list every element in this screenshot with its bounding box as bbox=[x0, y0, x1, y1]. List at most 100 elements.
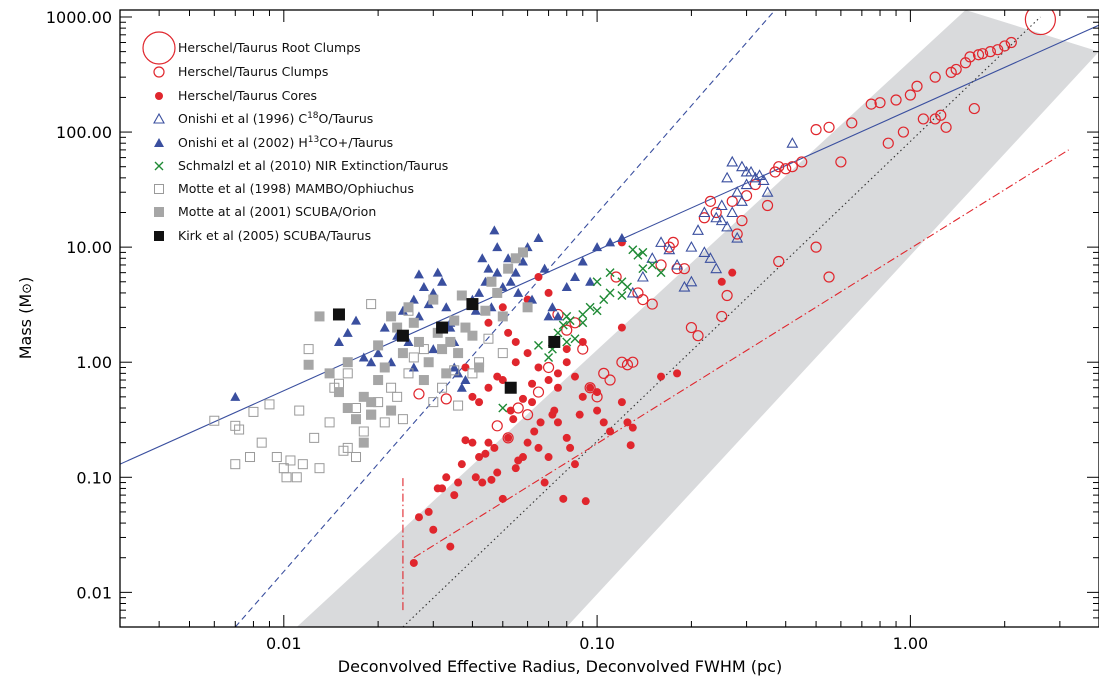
data-point bbox=[480, 305, 491, 316]
data-point bbox=[710, 211, 723, 223]
y-tick-label: 0.10 bbox=[76, 468, 112, 487]
data-point bbox=[605, 268, 615, 278]
legend-marker bbox=[154, 207, 164, 217]
data-point bbox=[810, 241, 822, 253]
data-point bbox=[457, 460, 466, 469]
data-point bbox=[548, 335, 561, 348]
data-point bbox=[663, 243, 676, 255]
data-point bbox=[773, 255, 785, 268]
data-point bbox=[478, 478, 487, 487]
data-point bbox=[598, 367, 610, 379]
series-2 bbox=[409, 238, 737, 567]
data-point bbox=[373, 340, 384, 351]
data-point bbox=[397, 348, 408, 359]
data-point bbox=[351, 315, 362, 325]
data-point bbox=[646, 298, 658, 310]
data-point bbox=[358, 352, 369, 362]
data-point bbox=[291, 472, 302, 483]
data-point bbox=[418, 375, 429, 386]
legend-item: Onishi et al (2002) H13CO+/Taurus bbox=[154, 135, 393, 150]
data-point bbox=[721, 220, 734, 232]
data-point bbox=[453, 348, 464, 359]
data-point bbox=[685, 275, 698, 287]
data-point bbox=[761, 186, 774, 197]
data-point bbox=[461, 436, 470, 445]
data-point bbox=[510, 267, 521, 277]
data-point bbox=[392, 322, 403, 333]
data-point bbox=[874, 97, 886, 109]
data-point bbox=[366, 409, 377, 420]
data-point bbox=[486, 276, 497, 287]
data-point bbox=[972, 49, 985, 61]
data-point bbox=[230, 391, 241, 401]
data-point bbox=[521, 409, 534, 421]
data-point bbox=[577, 256, 588, 266]
data-point bbox=[570, 460, 579, 469]
data-point bbox=[303, 359, 314, 370]
data-point bbox=[599, 418, 608, 427]
data-point bbox=[786, 161, 798, 173]
data-point bbox=[512, 402, 524, 414]
data-point bbox=[616, 356, 628, 368]
data-point bbox=[230, 459, 241, 470]
data-point bbox=[484, 438, 493, 447]
data-point bbox=[456, 290, 467, 301]
data-point bbox=[453, 400, 464, 411]
data-point bbox=[264, 399, 275, 410]
data-point bbox=[984, 46, 996, 58]
data-point bbox=[604, 374, 616, 386]
data-point bbox=[408, 362, 419, 372]
data-point bbox=[408, 352, 419, 363]
data-point bbox=[710, 262, 723, 274]
data-point bbox=[428, 344, 439, 354]
data-point bbox=[497, 348, 508, 359]
data-point bbox=[414, 513, 423, 522]
data-point bbox=[606, 427, 615, 436]
data-point bbox=[534, 443, 543, 452]
data-point bbox=[617, 398, 626, 407]
data-point bbox=[667, 236, 679, 248]
data-point bbox=[351, 403, 362, 414]
data-point bbox=[392, 391, 403, 402]
data-point bbox=[366, 397, 377, 408]
data-point bbox=[513, 287, 524, 297]
data-point bbox=[522, 302, 533, 313]
data-point bbox=[593, 406, 602, 415]
plot-frame bbox=[119, 9, 1099, 628]
data-point bbox=[441, 368, 452, 379]
data-point bbox=[470, 305, 481, 315]
data-point bbox=[882, 137, 894, 149]
line-dashdot-4 bbox=[413, 149, 1069, 559]
data-point bbox=[622, 282, 632, 292]
data-point bbox=[373, 348, 384, 358]
data-point bbox=[655, 236, 667, 247]
data-point bbox=[333, 336, 344, 346]
data-point bbox=[373, 375, 384, 386]
data-point bbox=[581, 497, 590, 506]
data-point bbox=[570, 334, 580, 344]
legend-label: Onishi et al (2002) H13CO+/Taurus bbox=[178, 135, 393, 150]
data-point bbox=[717, 277, 726, 286]
data-point bbox=[511, 464, 520, 473]
data-point bbox=[610, 271, 622, 283]
data-point bbox=[561, 324, 573, 336]
data-point bbox=[578, 392, 587, 401]
data-point bbox=[911, 80, 923, 92]
data-point bbox=[445, 336, 456, 347]
data-point bbox=[726, 195, 738, 207]
data-point bbox=[342, 327, 353, 337]
data-point bbox=[657, 372, 666, 381]
data-point bbox=[1005, 36, 1017, 49]
data-point bbox=[509, 415, 518, 424]
data-point bbox=[532, 386, 545, 398]
legend-label: Motte at al (2001) SCUBA/Orion bbox=[178, 204, 376, 219]
data-point bbox=[441, 302, 452, 312]
data-point bbox=[442, 473, 451, 482]
data-point bbox=[628, 423, 637, 432]
series-4 bbox=[230, 225, 627, 401]
data-point bbox=[397, 414, 408, 425]
data-point bbox=[366, 357, 377, 367]
data-point bbox=[294, 405, 305, 416]
data-point bbox=[678, 280, 691, 292]
data-point bbox=[569, 317, 581, 329]
